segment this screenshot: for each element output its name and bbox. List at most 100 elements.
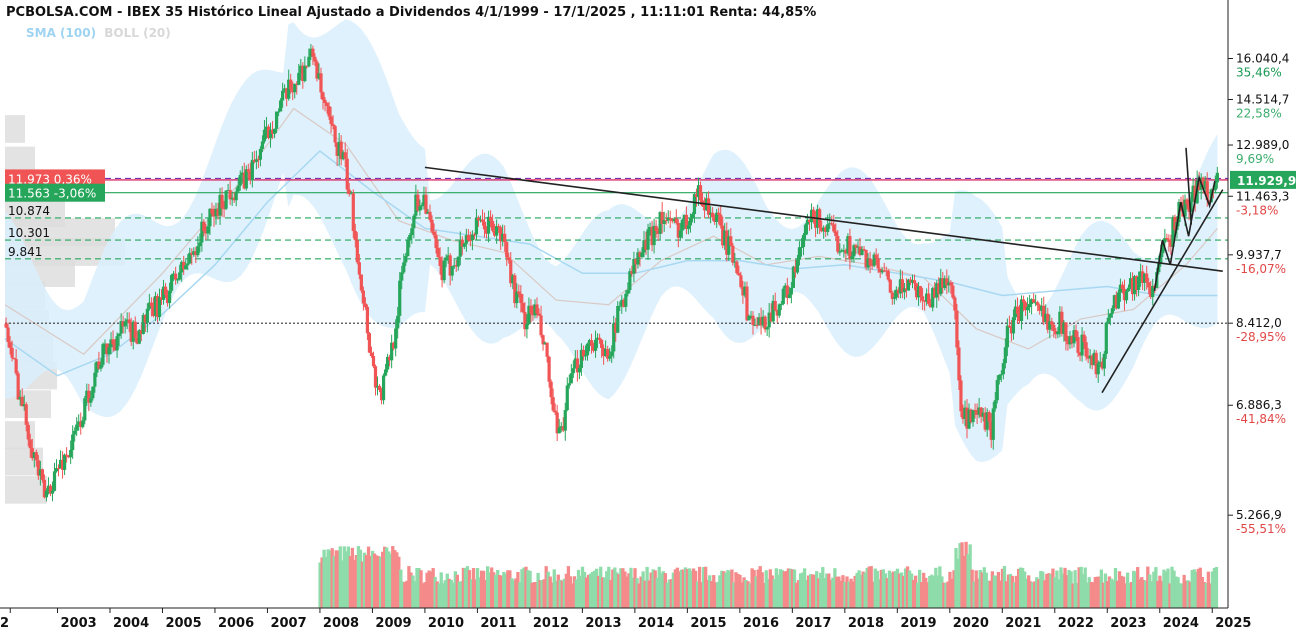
candle-body [46, 485, 51, 491]
volume-bar [928, 575, 932, 608]
candle-body [484, 229, 489, 234]
candle-body [771, 300, 775, 322]
candle-body [1126, 287, 1131, 292]
candle-body [400, 272, 404, 281]
candle-body [963, 407, 967, 420]
candle-body [886, 270, 890, 280]
volume-bar [1148, 574, 1152, 608]
volume-bar [631, 577, 635, 608]
candle-body [464, 235, 468, 244]
candle-body [390, 342, 394, 361]
volume-bar [1059, 567, 1063, 608]
candle-body [301, 65, 305, 82]
volume-bar [322, 549, 326, 608]
candle-body [706, 198, 711, 215]
candle-body [892, 297, 896, 299]
volume-bar [1085, 582, 1089, 608]
candle-body [1102, 353, 1106, 369]
candle-body [359, 274, 363, 291]
candle-body [634, 258, 638, 265]
x-tick-label: 2013 [585, 616, 621, 631]
volume-bar [726, 570, 730, 608]
volume-bar [407, 566, 411, 608]
volume-bar [916, 582, 920, 608]
volume-bar [524, 566, 528, 608]
volume-bar [760, 572, 764, 608]
volume-bar [368, 556, 373, 608]
candle-body [388, 356, 392, 361]
volume-bar [568, 576, 573, 608]
candle-body [121, 321, 125, 327]
volume-bar [1134, 571, 1138, 608]
volume-profile-bar [5, 199, 65, 227]
volume-bar [498, 575, 502, 608]
candle-body [386, 356, 390, 370]
volume-bar [936, 575, 940, 608]
candle-body [315, 61, 319, 79]
candle-body [97, 361, 101, 369]
candle-body [34, 452, 38, 461]
candle-body [434, 235, 438, 249]
volume-bar [510, 578, 514, 608]
candle-body [717, 212, 721, 215]
volume-bar [512, 579, 516, 608]
candle-body [204, 231, 208, 234]
candle-body [178, 272, 182, 280]
candle-body [898, 279, 902, 294]
x-tick-label: 2006 [218, 616, 254, 631]
volume-bar [697, 566, 702, 608]
candle-body [767, 312, 771, 328]
volume-bar [625, 576, 629, 608]
volume-bar [843, 581, 847, 608]
candle-body [1137, 276, 1141, 291]
candle-body [941, 278, 945, 288]
volume-bar [469, 579, 474, 608]
volume-bar [619, 568, 623, 608]
volume-bar [942, 582, 946, 608]
candle-body [373, 366, 378, 388]
candle-body [87, 390, 91, 403]
volume-bar [435, 581, 439, 608]
candle-body [985, 412, 989, 430]
candle-body [735, 261, 739, 274]
candle-body [305, 65, 309, 67]
candle-body [414, 194, 418, 216]
volume-bar [443, 580, 447, 608]
volume-bar [905, 566, 910, 608]
candle-body [991, 408, 995, 440]
volume-bar [532, 582, 536, 608]
volume-bar [1004, 581, 1009, 608]
candle-body [1171, 216, 1175, 247]
candle-body [490, 220, 495, 231]
candle-body [410, 228, 414, 235]
candle-body [545, 342, 549, 357]
candle-body [620, 299, 624, 306]
volume-bar [1130, 581, 1134, 608]
candle-body [50, 490, 55, 494]
volume-bar [704, 566, 708, 608]
candle-body [595, 337, 600, 340]
legend-boll[interactable]: BOLL (20) [104, 26, 171, 40]
volume-bar [998, 580, 1003, 608]
candle-body [549, 381, 553, 398]
volume-bar [492, 572, 496, 608]
volume-bar [417, 568, 421, 608]
candle-body [105, 343, 109, 355]
candle-body [293, 83, 297, 93]
candle-body [600, 339, 604, 349]
candle-body [335, 142, 339, 156]
volume-bar [605, 571, 609, 608]
volume-bar [629, 567, 633, 608]
volume-bar [780, 570, 785, 608]
candle-body [222, 208, 226, 210]
candle-body [1025, 307, 1030, 311]
candle-body [137, 330, 141, 344]
candle-body [777, 304, 781, 316]
candle-body [369, 352, 374, 356]
volume-bar [1101, 582, 1106, 608]
candle-body [1134, 276, 1139, 291]
legend-sma[interactable]: SMA (100) [26, 26, 97, 40]
candle-body [884, 270, 888, 272]
candle-body [765, 327, 769, 330]
